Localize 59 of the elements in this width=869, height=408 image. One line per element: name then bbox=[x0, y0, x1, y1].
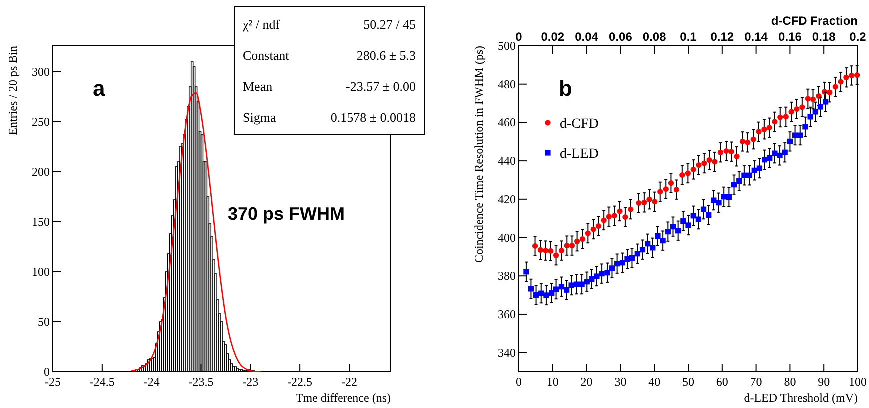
annotation: Constant bbox=[243, 48, 290, 63]
x-axis-title: d-LED Threshold (mV) bbox=[744, 391, 858, 405]
x-tick-label: 70 bbox=[750, 375, 762, 389]
x2-axis-title: d-CFD Fraction bbox=[771, 14, 858, 28]
y-tick-label: 460 bbox=[498, 116, 516, 130]
x-tick-label: 40 bbox=[648, 375, 661, 389]
y-tick-label: 400 bbox=[498, 230, 516, 245]
x2-tick-label: 0.14 bbox=[744, 30, 768, 44]
annotation: 0.1578 ± 0.0018 bbox=[330, 110, 416, 125]
x-tick-label: 30 bbox=[614, 375, 627, 389]
x2-tick-label: 0.1 bbox=[680, 30, 698, 44]
x-tick-label: 100 bbox=[849, 375, 867, 389]
x-tick-label: 20 bbox=[580, 375, 593, 389]
legend-label: d-LED bbox=[560, 147, 599, 162]
y-axis-title: Coincidence Time Resolution in FWHM (ps) bbox=[472, 46, 486, 263]
x-tick-label: 10 bbox=[546, 375, 559, 389]
x-tick-label: -23 bbox=[242, 375, 259, 389]
x2-tick-label: 0.08 bbox=[642, 30, 667, 44]
x2-tick-label: 0.12 bbox=[710, 30, 734, 44]
x2-tick-label: 0.16 bbox=[778, 30, 802, 44]
x2-tick-label: 0.06 bbox=[609, 30, 633, 44]
y-tick-label: 200 bbox=[32, 165, 50, 179]
y-tick-label: 300 bbox=[32, 65, 50, 79]
x2-tick-label: 0.18 bbox=[812, 30, 836, 44]
x-tick-label: 50 bbox=[682, 375, 694, 389]
legend-label: d-CFD bbox=[560, 117, 599, 132]
x-tick-label: -24.5 bbox=[90, 375, 115, 389]
x2-tick-label: 0.2 bbox=[850, 30, 867, 44]
annotation: Sigma bbox=[243, 110, 276, 125]
x-tick-label: 90 bbox=[818, 375, 830, 389]
x-tick-label: 60 bbox=[716, 375, 728, 389]
annotation: a bbox=[93, 76, 106, 101]
y-tick-label: 380 bbox=[498, 269, 516, 284]
x-tick-label: -24 bbox=[144, 375, 160, 389]
annotation: b bbox=[559, 76, 572, 101]
text: χ² / ndf bbox=[242, 17, 281, 32]
annotation: 370 ps FWHM bbox=[228, 204, 346, 224]
annotation: Mean bbox=[243, 79, 274, 94]
y-tick-label: 480 bbox=[498, 77, 516, 92]
y-tick-label: 250 bbox=[32, 115, 50, 129]
y-tick-label: 100 bbox=[32, 265, 50, 279]
y-tick-label: 150 bbox=[32, 215, 50, 229]
y-tick-label: 340 bbox=[498, 346, 516, 360]
x2-tick-label: 0.04 bbox=[575, 30, 599, 44]
annotation: -23.57 ± 0.00 bbox=[346, 79, 416, 94]
y-tick-label: 50 bbox=[38, 315, 50, 329]
y-tick-label: 360 bbox=[498, 307, 516, 322]
y-tick-label: 500 bbox=[498, 39, 516, 53]
x-axis-title: Tme difference (ns) bbox=[296, 391, 392, 405]
x-tick-label: -23.5 bbox=[188, 375, 214, 389]
y-tick-label: 440 bbox=[498, 154, 516, 168]
x-tick-label: -22 bbox=[341, 375, 358, 389]
x-tick-label: 80 bbox=[784, 375, 796, 389]
text: 50.27 / 45 bbox=[364, 17, 416, 32]
y-tick-label: 420 bbox=[498, 192, 516, 206]
annotation: 280.6 ± 5.3 bbox=[356, 48, 416, 63]
y-axis-title: Entries / 20 ps Bin bbox=[6, 46, 20, 136]
x-tick-label: -22.5 bbox=[288, 375, 313, 389]
x2-tick-label: 0.02 bbox=[541, 30, 565, 44]
